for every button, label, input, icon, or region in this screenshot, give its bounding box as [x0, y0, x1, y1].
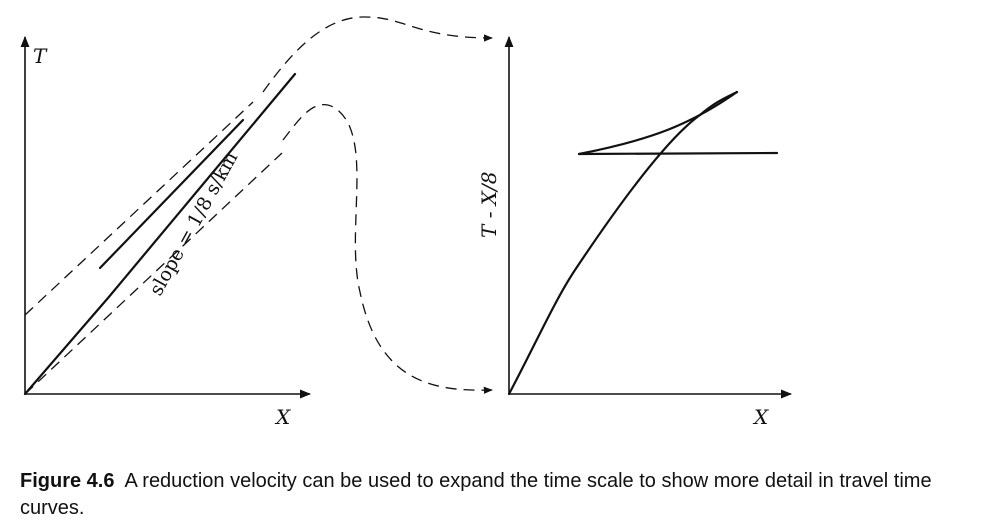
upper-connector-arrow: [262, 16, 493, 93]
left-plot: T X slope = 1/8 s/km: [20, 35, 312, 429]
reduced-curve-main-branch: [507, 90, 739, 396]
tangent-line: [98, 118, 245, 270]
right-plot: T - X/8 X: [477, 35, 793, 429]
lower-connector-arrow: [282, 104, 493, 394]
upper-dashed-guide: [24, 101, 254, 316]
figure-4-6-diagram: T X slope = 1/8 s/km T - X/8 X: [20, 16, 793, 429]
travel-time-curve: [23, 72, 297, 396]
left-x-axis-label: X: [274, 405, 291, 429]
reduced-curve-cusp-branch: [577, 90, 739, 156]
lower-dashed-guide: [24, 152, 283, 395]
left-y-axis-label: T: [33, 44, 48, 68]
right-y-axis-label: T - X/8: [477, 171, 501, 238]
figure-caption: Figure 4.6 A reduction velocity can be us…: [20, 468, 985, 522]
right-x-axis-label: X: [752, 405, 769, 429]
figure-number: Figure 4.6: [20, 470, 115, 492]
reduced-curve-flat-branch: [577, 151, 779, 156]
caption-text: A reduction velocity can be used to expa…: [20, 470, 932, 519]
